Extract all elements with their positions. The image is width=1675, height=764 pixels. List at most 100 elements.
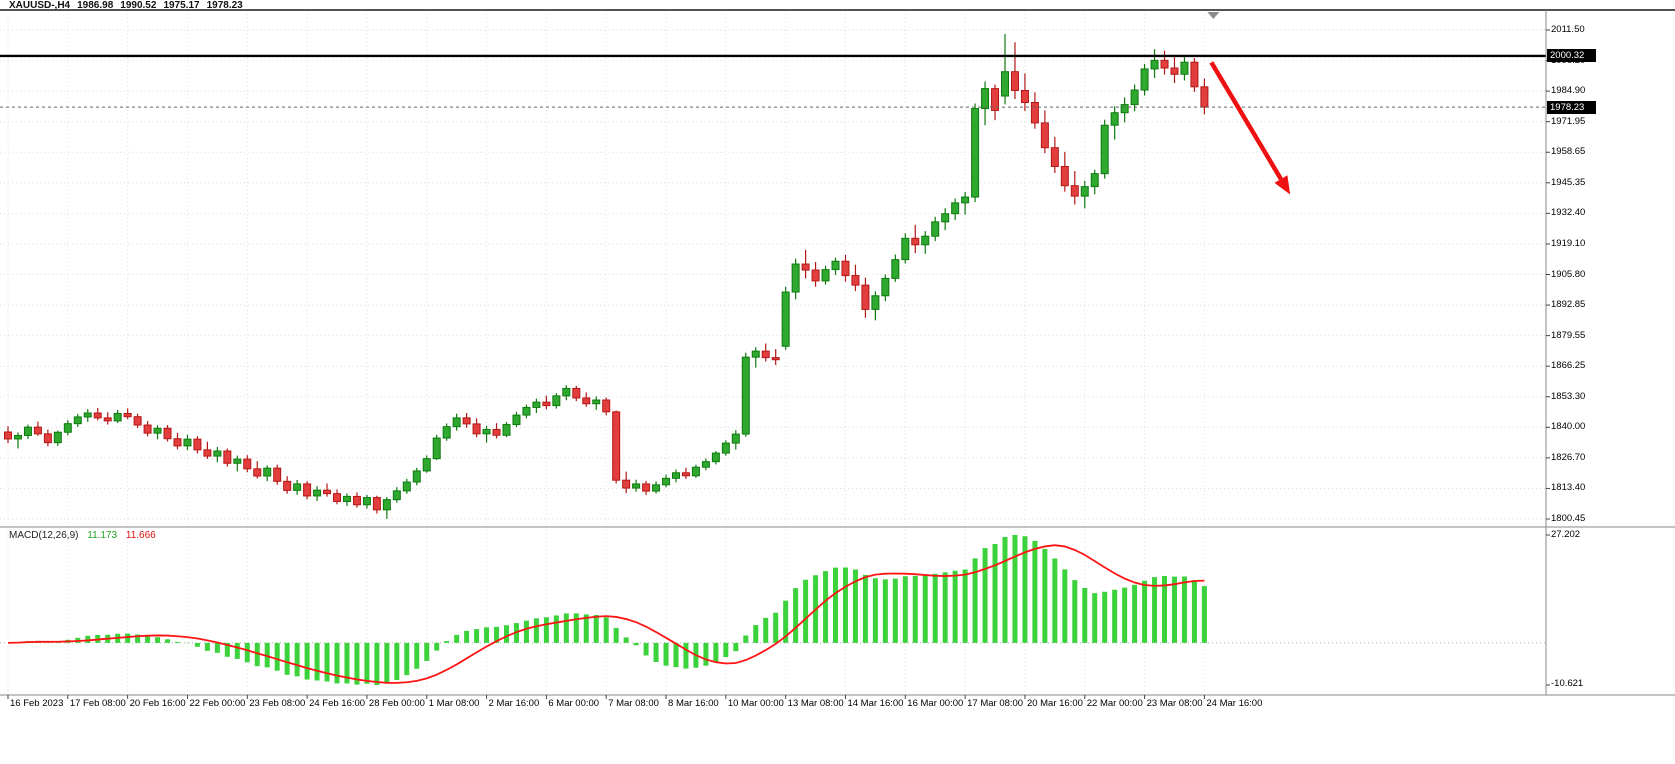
candle-body	[991, 88, 1000, 111]
chart-shift-marker[interactable]	[1207, 12, 1220, 19]
candle-body	[592, 399, 601, 405]
candle-body	[771, 357, 780, 361]
candle-body	[103, 417, 112, 422]
candle-body	[1010, 71, 1019, 91]
candle-body	[532, 401, 541, 408]
macd-axis-min-label: -10.621	[1551, 678, 1584, 689]
candle-body	[761, 350, 770, 359]
candle-body	[213, 450, 222, 457]
candle-body	[472, 423, 481, 435]
candle-body	[861, 284, 870, 310]
price-axis-label: 2011.50	[1551, 24, 1585, 35]
resistance-price-value: 2000.32	[1550, 50, 1585, 62]
candle-body	[632, 483, 641, 489]
candle-body	[1110, 112, 1119, 126]
candle-body	[781, 291, 790, 347]
candle-body	[153, 427, 162, 434]
candle-body	[871, 295, 880, 310]
candle-body	[721, 442, 730, 454]
candle-body	[43, 433, 52, 444]
candle-body	[492, 428, 501, 436]
candle-body	[452, 417, 461, 428]
ohlc-close: 1978.23	[206, 0, 243, 11]
candle-body	[891, 259, 900, 279]
candle-body	[502, 424, 511, 436]
candle-body	[1200, 86, 1209, 108]
price-axis-label: 1826.70	[1551, 451, 1586, 463]
candle-body	[93, 412, 102, 419]
price-axis-label: 1879.55	[1551, 329, 1586, 341]
candle-body	[1150, 59, 1159, 70]
price-axis-label: 1800.45	[1551, 513, 1586, 524]
candle-body	[482, 428, 491, 435]
candle-body	[642, 483, 651, 492]
candle-body	[23, 426, 32, 436]
time-axis-label: 24 Feb 16:00	[309, 698, 366, 709]
candle-body	[442, 426, 451, 439]
candle-body	[143, 424, 152, 434]
macd-indicator-label: MACD(12,26,9) 11.173 11.666	[9, 530, 156, 542]
time-axis[interactable]: 16 Feb 2023 17 Feb 08:00 20 Feb 16:00 22 Fe…	[0, 697, 1675, 713]
candle-body	[303, 483, 312, 497]
time-axis-label: 22 Mar 00:00	[1086, 698, 1143, 709]
candle-body	[422, 458, 431, 472]
candle-body	[382, 499, 391, 511]
trend-arrow-line[interactable]	[1209, 61, 1283, 181]
candle-body	[1030, 102, 1039, 124]
macd-name: MACD(12,26,9)	[9, 530, 79, 541]
candle-body	[73, 416, 82, 425]
ohlc-open: 1986.98	[77, 0, 114, 11]
macd-main-value: 11.173	[87, 530, 118, 541]
price-axis[interactable]: 2011.501998.201984.901971.951958.651945.…	[1546, 0, 1675, 700]
candle-body	[13, 434, 22, 440]
ohlc-low: 1975.17	[163, 0, 200, 11]
candle-body	[941, 213, 950, 223]
trend-arrow-head[interactable]	[1274, 175, 1291, 195]
candle-body	[522, 406, 531, 416]
candle-body	[1040, 122, 1049, 149]
candle-body	[223, 450, 232, 464]
candle-body	[243, 458, 252, 470]
candle-body	[681, 472, 690, 477]
candle-body	[1050, 147, 1059, 167]
candle-body	[1090, 173, 1099, 188]
candle-body	[253, 468, 262, 477]
time-axis-label: 2 Mar 16:00	[488, 698, 540, 709]
time-axis-label: 23 Feb 08:00	[249, 698, 306, 709]
candle-body	[173, 438, 182, 447]
macd-axis-max-label: 27.202	[1551, 529, 1581, 540]
candle-body	[851, 275, 860, 286]
candle-body	[701, 461, 710, 468]
time-axis-label: 17 Feb 08:00	[69, 698, 126, 709]
candle-body	[293, 483, 302, 491]
candle-body	[372, 497, 381, 511]
candle-body	[1070, 185, 1079, 197]
candle-body	[801, 263, 810, 271]
time-axis-label: 14 Mar 16:00	[847, 698, 904, 709]
price-axis-label: 1905.80	[1551, 268, 1586, 280]
candle-body	[731, 433, 740, 444]
candle-body	[931, 221, 940, 237]
price-axis-label: 1945.35	[1551, 176, 1586, 188]
resistance-price-tag: 2000.32	[1547, 49, 1596, 63]
candle-body	[412, 470, 421, 483]
time-axis-label: 23 Mar 08:00	[1146, 698, 1203, 709]
time-axis-label: 1 Mar 08:00	[428, 698, 480, 709]
candle-body	[1190, 61, 1199, 88]
time-axis-label: 7 Mar 08:00	[608, 698, 659, 709]
candle-body	[881, 277, 890, 297]
candle-body	[1001, 71, 1009, 97]
time-axis-label: 10 Mar 00:00	[727, 698, 784, 709]
candle-body	[981, 88, 990, 110]
macd-signal-value: 11.666	[125, 530, 156, 541]
time-axis-label: 28 Feb 00:00	[368, 698, 425, 709]
candle-body	[1060, 165, 1069, 187]
price-axis-label: 1840.00	[1551, 421, 1586, 433]
time-axis-label: 20 Mar 16:00	[1026, 698, 1083, 709]
candle-body	[582, 397, 591, 405]
price-axis-label: 1813.40	[1551, 482, 1586, 494]
time-axis-label: 24 Mar 16:00	[1206, 698, 1263, 709]
candle-body	[63, 423, 72, 433]
